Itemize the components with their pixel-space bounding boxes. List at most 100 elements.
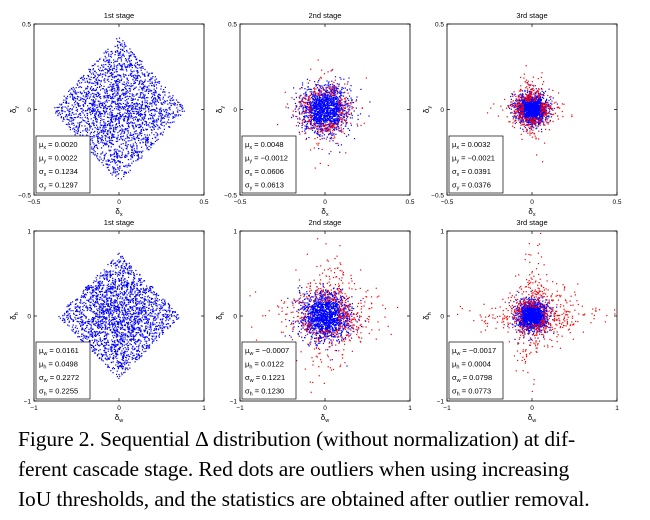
inlier-point xyxy=(103,60,105,62)
inlier-point xyxy=(92,148,94,150)
inlier-point xyxy=(124,171,126,173)
outlier-point xyxy=(304,110,307,112)
inlier-point xyxy=(322,109,324,111)
inlier-point xyxy=(118,145,120,147)
inlier-point xyxy=(122,63,124,65)
inlier-point xyxy=(91,109,93,111)
outlier-point xyxy=(331,83,334,85)
inlier-point xyxy=(106,133,109,136)
inlier-point xyxy=(318,92,320,95)
inlier-point xyxy=(90,87,92,89)
inlier-point xyxy=(149,122,151,124)
inlier-point xyxy=(318,108,320,110)
inlier-point xyxy=(333,123,335,125)
inlier-point xyxy=(136,108,139,110)
inlier-point xyxy=(111,101,113,103)
inlier-point xyxy=(315,99,318,101)
inlier-point xyxy=(314,111,316,113)
inlier-point xyxy=(101,69,104,71)
inlier-point xyxy=(116,88,119,91)
inlier-point xyxy=(127,119,129,121)
inlier-point xyxy=(134,105,136,107)
inlier-point xyxy=(89,71,91,73)
inlier-point xyxy=(300,101,302,103)
inlier-point xyxy=(128,52,130,54)
inlier-point xyxy=(337,121,339,123)
outlier-point xyxy=(309,108,311,110)
inlier-point xyxy=(320,113,322,115)
inlier-point xyxy=(95,95,98,97)
inlier-point xyxy=(154,81,157,83)
inlier-point xyxy=(137,111,139,113)
inlier-point xyxy=(97,91,99,94)
outlier-point xyxy=(321,132,323,134)
inlier-point xyxy=(545,101,547,104)
inlier-point xyxy=(119,95,121,98)
inlier-point xyxy=(121,43,123,45)
inlier-point xyxy=(118,130,121,132)
inlier-point xyxy=(140,60,142,62)
inlier-point xyxy=(128,95,130,98)
inlier-point xyxy=(99,127,101,129)
inlier-point xyxy=(335,112,337,114)
inlier-point xyxy=(342,115,344,118)
inlier-point xyxy=(111,90,113,93)
inlier-point xyxy=(97,109,99,111)
inlier-point xyxy=(311,107,313,109)
inlier-point xyxy=(126,130,129,132)
inlier-point xyxy=(126,134,128,136)
inlier-point xyxy=(512,115,514,117)
inlier-point xyxy=(307,108,309,110)
inlier-point xyxy=(181,110,183,112)
inlier-point xyxy=(98,79,100,82)
inlier-point xyxy=(114,172,116,174)
inlier-point xyxy=(340,144,343,146)
inlier-point xyxy=(128,118,130,120)
inlier-point xyxy=(94,70,96,72)
inlier-point xyxy=(131,151,133,154)
inlier-point xyxy=(128,114,131,116)
inlier-point xyxy=(90,118,92,120)
inlier-point xyxy=(144,115,146,117)
inlier-point xyxy=(88,97,90,99)
inlier-point xyxy=(103,58,105,60)
inlier-point xyxy=(326,115,328,118)
inlier-point xyxy=(75,113,77,115)
inlier-point xyxy=(150,72,152,74)
inlier-point xyxy=(97,141,99,143)
inlier-point xyxy=(318,104,321,106)
inlier-point xyxy=(78,126,80,128)
inlier-point xyxy=(517,108,519,110)
inlier-point xyxy=(89,96,91,98)
inlier-point xyxy=(109,128,111,130)
inlier-point xyxy=(103,118,105,121)
inlier-point xyxy=(107,120,109,123)
inlier-point xyxy=(305,91,307,93)
outlier-point xyxy=(360,124,362,127)
inlier-point xyxy=(91,146,93,148)
inlier-point xyxy=(145,143,147,145)
inlier-point xyxy=(321,106,324,108)
inlier-point xyxy=(151,81,153,83)
inlier-point xyxy=(333,97,335,99)
inlier-point xyxy=(115,119,117,121)
inlier-point xyxy=(139,133,141,135)
inlier-point xyxy=(129,140,131,142)
inlier-point xyxy=(325,98,327,100)
outlier-point xyxy=(333,81,335,83)
inlier-point xyxy=(74,134,76,136)
inlier-point xyxy=(112,83,114,85)
inlier-point xyxy=(322,112,324,114)
inlier-point xyxy=(348,110,350,112)
inlier-point xyxy=(534,108,537,111)
inlier-point xyxy=(102,145,105,147)
inlier-point xyxy=(141,97,143,99)
inlier-point xyxy=(109,108,112,110)
inlier-point xyxy=(324,106,326,108)
inlier-point xyxy=(322,119,324,122)
inlier-point xyxy=(531,101,534,103)
inlier-point xyxy=(527,114,529,116)
inlier-point xyxy=(70,116,72,119)
inlier-point xyxy=(160,85,162,87)
inlier-point xyxy=(130,104,132,106)
